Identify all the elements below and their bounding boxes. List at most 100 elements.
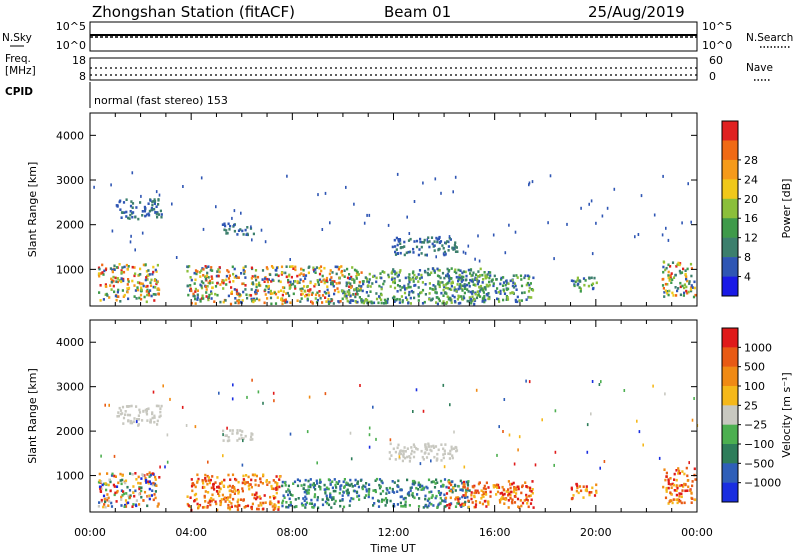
scatter-cell	[447, 240, 450, 244]
scatter-cell	[465, 283, 469, 287]
scatter-cell	[106, 294, 109, 297]
scatter-cell	[669, 274, 672, 277]
scatter-cell	[259, 497, 262, 500]
scatter-cell	[131, 206, 134, 209]
scatter-cell	[284, 484, 287, 487]
scatter-cell	[324, 296, 327, 299]
scatter-cell	[422, 458, 425, 461]
scatter-cell	[452, 487, 455, 490]
scatter-cell	[686, 279, 689, 283]
scatter-cell	[135, 405, 138, 408]
scatter-cell	[196, 289, 199, 292]
scatter-cell	[366, 298, 369, 302]
scatter-cell	[454, 245, 457, 248]
scatter-cell	[368, 426, 371, 430]
scatter-cell	[264, 501, 267, 504]
scatter-cell	[572, 494, 575, 497]
scatter-cell	[277, 290, 280, 294]
scatter-cell	[455, 246, 458, 249]
scatter-cell	[528, 380, 531, 384]
scatter-cell	[508, 492, 511, 496]
scatter-cell	[237, 301, 240, 305]
scatter-cell	[301, 503, 304, 507]
scatter-cell	[372, 301, 376, 305]
scatter-cell	[421, 487, 424, 491]
scatter-cell	[325, 292, 328, 295]
scatter-cell	[477, 280, 480, 284]
scatter-cell	[124, 505, 128, 508]
scatter-cell	[157, 213, 161, 216]
scatter-cell	[493, 484, 496, 487]
scatter-cell	[108, 500, 111, 503]
scatter-cell	[471, 295, 474, 298]
scatter-cell	[308, 502, 311, 505]
scatter-cell	[401, 300, 404, 304]
y-tick-label: 2000	[56, 219, 84, 232]
scatter-cell	[202, 482, 205, 485]
scatter-cell	[481, 297, 485, 300]
scatter-cell	[242, 478, 245, 481]
scatter-cell	[462, 275, 465, 279]
scatter-cell	[222, 433, 224, 437]
scatter-cell	[582, 277, 586, 280]
scatter-cell	[195, 272, 198, 276]
scatter-cell	[357, 287, 360, 291]
scatter-cell	[582, 485, 585, 488]
scatter-cell	[129, 419, 132, 423]
scatter-cell	[151, 416, 154, 420]
scatter-cell	[224, 434, 227, 437]
scatter-cell	[153, 198, 156, 201]
scatter-cell	[305, 497, 308, 501]
scatter-cell	[485, 505, 488, 508]
scatter-cell	[315, 479, 318, 483]
scatter-cell	[393, 279, 396, 282]
scatter-cell	[683, 283, 686, 286]
scatter-cell	[678, 484, 681, 488]
scatter-cell	[403, 446, 406, 449]
scatter-cell	[507, 491, 510, 494]
scatter-cell	[392, 447, 395, 451]
scatter-cell	[324, 491, 327, 495]
scatter-cell	[466, 487, 469, 490]
scatter-cell	[157, 287, 160, 290]
scatter-cell	[259, 501, 262, 505]
scatter-cell	[331, 283, 334, 286]
scatter-cell	[478, 501, 482, 504]
scatter-cell	[146, 504, 149, 508]
scatter-cell	[189, 276, 192, 279]
scatter-cell	[400, 295, 403, 298]
scatter-cell	[120, 482, 123, 486]
scatter-cell	[281, 504, 284, 508]
scatter-cell	[97, 272, 101, 275]
scatter-cell	[228, 489, 231, 493]
scatter-cell	[675, 265, 678, 268]
scatter-cell	[350, 497, 353, 500]
scatter-cell	[136, 286, 139, 289]
scatter-cell	[591, 380, 594, 383]
scatter-cell	[290, 265, 293, 268]
scatter-cell	[200, 269, 203, 273]
scatter-cell	[575, 489, 578, 493]
scatter-cell	[394, 245, 397, 248]
scatter-cell	[135, 206, 138, 209]
scatter-cell	[278, 478, 281, 481]
scatter-cell	[613, 187, 616, 191]
scatter-cell	[367, 495, 370, 499]
scatter-cell	[202, 274, 205, 277]
scatter-cell	[346, 276, 350, 280]
scatter-cell	[433, 269, 436, 273]
scatter-cell	[215, 490, 219, 493]
scatter-cell	[459, 503, 462, 507]
scatter-cell	[244, 505, 247, 508]
scatter-cell	[404, 496, 407, 500]
scatter-cell	[292, 292, 295, 296]
scatter-cell	[100, 487, 103, 490]
scatter-cell	[367, 281, 371, 284]
scatter-cell	[140, 486, 143, 489]
scatter-cell	[134, 472, 137, 475]
scatter-cell	[424, 451, 427, 454]
scatter-cell	[430, 449, 433, 453]
scatter-cell	[457, 278, 460, 281]
scatter-cell	[530, 296, 533, 299]
scatter-cell	[512, 286, 516, 289]
